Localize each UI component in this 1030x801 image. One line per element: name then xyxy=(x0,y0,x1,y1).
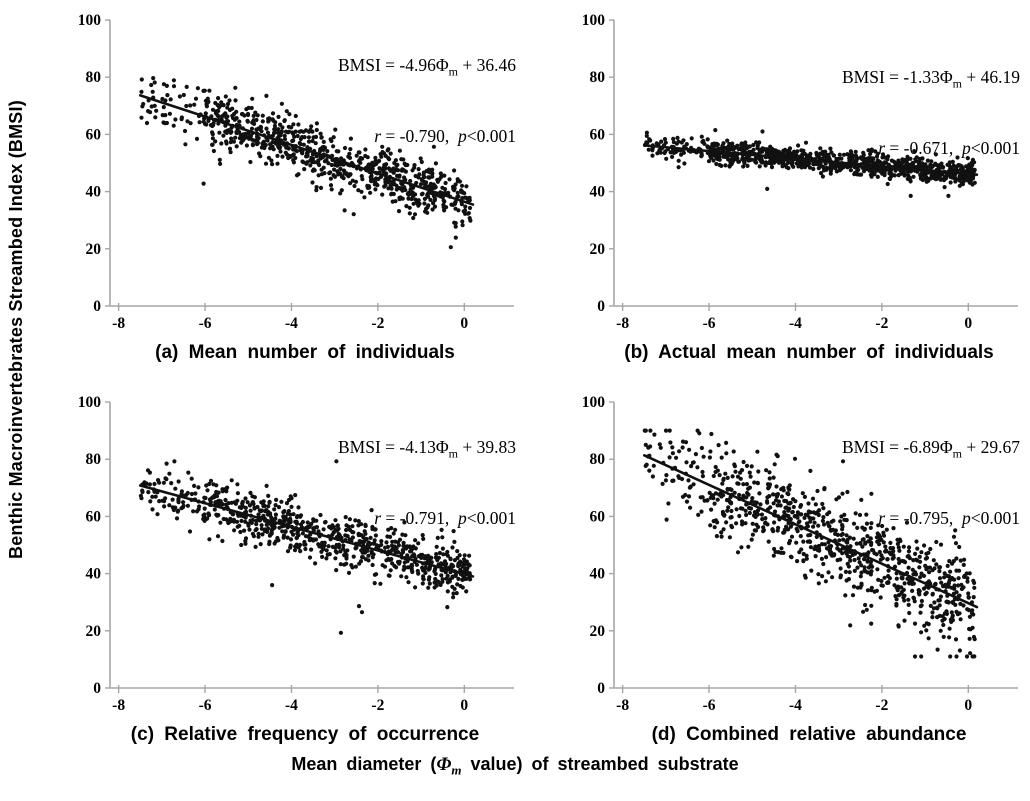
y-tick-label: 100 xyxy=(78,394,102,411)
phi-symbol: Φ xyxy=(435,436,449,457)
caption-d: (d) Combined relative abundance xyxy=(651,724,967,745)
y-tick-label: 60 xyxy=(590,126,606,143)
regression-stats: r = -0.671, p<0.001 xyxy=(878,138,1020,159)
x-tick-label: -8 xyxy=(616,697,629,714)
panel-c: BMSI = -4.13Φm + 39.83 r = -0.791, p<0.0… xyxy=(52,388,518,756)
trend-line xyxy=(642,454,979,609)
panel-a: BMSI = -4.96Φm + 36.46 r = -0.790, p<0.0… xyxy=(52,6,518,374)
y-tick-label: 80 xyxy=(86,451,102,468)
regression-stats: r = -0.790, p<0.001 xyxy=(374,126,516,147)
phi-symbol: Φ xyxy=(939,66,953,87)
y-tick-label: 0 xyxy=(93,680,101,697)
y-tick-label: 60 xyxy=(590,508,606,525)
y-axis-title: Benthic Macroinvertebrates Streambed Ind… xyxy=(6,100,26,560)
regression-equation: BMSI = -6.89Φm + 29.67 xyxy=(841,436,1020,461)
x-tick-label: -2 xyxy=(371,697,384,714)
x-tick-label: -6 xyxy=(703,315,716,332)
trend-line xyxy=(138,94,475,206)
equation-d: BMSI = -6.89Φm + 29.67 r = -0.795, p<0.0… xyxy=(842,390,1020,575)
x-tick-label: -8 xyxy=(112,315,125,332)
x-axis-title: Mean diameter (Φm value) of streambed su… xyxy=(291,754,739,778)
y-tick-label: 80 xyxy=(86,69,102,86)
equation-c: BMSI = -4.13Φm + 39.83 r = -0.791, p<0.0… xyxy=(338,390,516,575)
x-tick-label: -6 xyxy=(199,315,212,332)
x-tick-label: -2 xyxy=(371,315,384,332)
scatter-plot-d: -8 -6 -4 -2 0 0 20 40 60 80 100 xyxy=(582,394,1018,714)
x-tick-label: 0 xyxy=(964,697,972,714)
x-tick-label: -4 xyxy=(789,697,802,714)
panel-b: BMSI = -1.33Φm + 46.19 r = -0.671, p<0.0… xyxy=(556,6,1022,374)
y-tick-label: 60 xyxy=(86,508,102,525)
regression-equation: BMSI = -4.96Φm + 36.46 xyxy=(337,54,516,79)
x-tick-label: -6 xyxy=(199,697,212,714)
y-tick-label: 20 xyxy=(590,241,606,258)
regression-stats: r = -0.791, p<0.001 xyxy=(374,508,516,529)
equation-a: BMSI = -4.96Φm + 36.46 r = -0.790, p<0.0… xyxy=(338,8,516,193)
x-tick-label: -2 xyxy=(875,315,888,332)
x-tick-label: 0 xyxy=(460,315,468,332)
scatter-plot-c: -8 -6 -4 -2 0 0 20 40 60 80 100 xyxy=(78,394,514,714)
y-tick-label: 0 xyxy=(597,680,605,697)
regression-equation: BMSI = -4.13Φm + 39.83 xyxy=(337,436,516,461)
caption-b: (b) Actual mean number of individuals xyxy=(624,342,994,363)
y-tick-label: 40 xyxy=(590,566,606,583)
caption-a: (a) Mean number of individuals xyxy=(155,342,455,363)
trend-line xyxy=(138,484,475,578)
y-tick-label: 80 xyxy=(590,69,606,86)
y-tick-label: 40 xyxy=(86,566,102,583)
caption-c: (c) Relative frequency of occurrence xyxy=(130,724,480,745)
trend-line xyxy=(642,144,979,176)
y-tick-label: 80 xyxy=(590,451,606,468)
y-tick-label: 100 xyxy=(78,12,102,29)
x-tick-label: -8 xyxy=(616,315,629,332)
equation-b: BMSI = -1.33Φm + 46.19 r = -0.671, p<0.0… xyxy=(842,20,1020,205)
y-tick-label: 60 xyxy=(86,126,102,143)
x-tick-label: -2 xyxy=(875,697,888,714)
y-tick-label: 40 xyxy=(86,184,102,201)
y-tick-label: 20 xyxy=(86,241,102,258)
y-tick-label: 20 xyxy=(590,623,606,640)
y-tick-label: 40 xyxy=(590,184,606,201)
x-tick-label: 0 xyxy=(964,315,972,332)
y-tick-label: 100 xyxy=(582,394,606,411)
y-tick-label: 0 xyxy=(597,298,605,315)
phi-symbol: Φ xyxy=(939,436,953,457)
x-tick-label: -6 xyxy=(703,697,716,714)
y-tick-label: 100 xyxy=(582,12,606,29)
scatter-plot-b: -8 -6 -4 -2 0 0 20 40 60 80 100 xyxy=(582,12,1018,332)
phi-symbol: Φ xyxy=(435,54,449,75)
x-tick-label: -4 xyxy=(285,697,298,714)
y-tick-label: 0 xyxy=(93,298,101,315)
regression-equation: BMSI = -1.33Φm + 46.19 xyxy=(841,66,1020,91)
x-tick-label: -4 xyxy=(789,315,802,332)
scatter-plot-a: -8 -6 -4 -2 0 0 20 40 60 80 100 xyxy=(78,12,514,332)
y-tick-label: 20 xyxy=(86,623,102,640)
x-tick-label: -4 xyxy=(285,315,298,332)
regression-stats: r = -0.795, p<0.001 xyxy=(878,508,1020,529)
panel-d: BMSI = -6.89Φm + 29.67 r = -0.795, p<0.0… xyxy=(556,388,1022,756)
x-tick-label: -8 xyxy=(112,697,125,714)
phi-symbol: Φ xyxy=(436,754,452,775)
x-tick-label: 0 xyxy=(460,697,468,714)
